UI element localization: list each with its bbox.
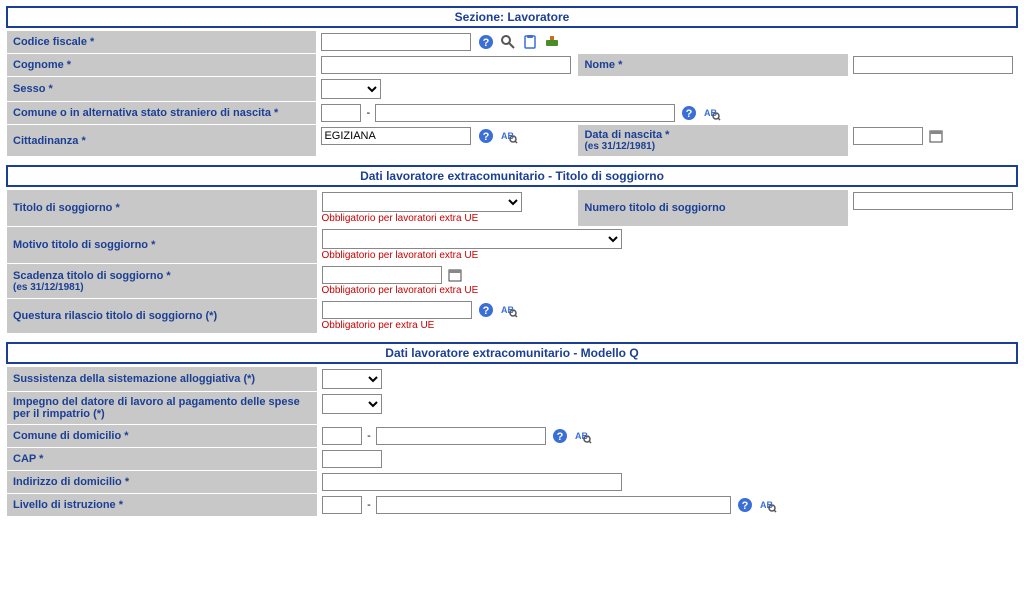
titolo-table: Titolo di soggiorno * Obbligatorio per l… [6, 189, 1018, 334]
label-scadenza-titolo: Scadenza titolo di soggiorno * (es 31/12… [7, 264, 317, 298]
separator: - [367, 499, 371, 511]
cap-input[interactable] [322, 450, 382, 468]
modq-table: Sussistenza della sistemazione alloggiat… [6, 366, 1018, 517]
section-header-titolo: Dati lavoratore extracomunitario - Titol… [6, 165, 1018, 187]
label-motivo-titolo: Motivo titolo di soggiorno * [7, 227, 317, 263]
abc-lookup-icon[interactable]: AB [574, 428, 592, 444]
help-icon[interactable]: ? [552, 428, 568, 444]
label-scadenza-text: Scadenza titolo di soggiorno * [13, 270, 171, 282]
svg-text:?: ? [482, 131, 489, 143]
label-cognome: Cognome * [7, 54, 316, 76]
label-numero-titolo: Numero titolo di soggiorno [578, 190, 848, 226]
separator: - [367, 430, 371, 442]
comune-nascita-desc-input[interactable] [375, 104, 675, 122]
abc-lookup-icon[interactable]: AB [759, 497, 777, 513]
label-sesso: Sesso * [7, 77, 316, 101]
svg-text:?: ? [556, 431, 563, 443]
hint-scadenza: Obbligatorio per lavoratori extra UE [322, 285, 1014, 296]
section-header-lavoratore: Sezione: Lavoratore [6, 6, 1018, 28]
help-icon[interactable]: ? [737, 497, 753, 513]
sesso-select[interactable] [321, 79, 381, 99]
help-icon[interactable]: ? [478, 34, 494, 50]
label-titolo-soggiorno: Titolo di soggiorno * [7, 190, 317, 226]
scadenza-titolo-input[interactable] [322, 266, 442, 284]
calendar-icon[interactable] [929, 129, 943, 143]
clipboard-icon[interactable] [522, 34, 538, 50]
numero-titolo-input[interactable] [853, 192, 1013, 210]
sussistenza-select[interactable] [322, 369, 382, 389]
lavoratore-table: Codice fiscale * ? Cognome * Nome * Sess… [6, 30, 1018, 157]
abc-lookup-icon[interactable]: AB [500, 128, 518, 144]
label-data-nascita-text: Data di nascita * [584, 129, 669, 141]
separator: - [367, 107, 371, 119]
calendar-icon[interactable] [448, 268, 462, 282]
hint-motivo: Obbligatorio per lavoratori extra UE [322, 250, 1014, 261]
label-codice-fiscale: Codice fiscale * [7, 31, 316, 53]
help-icon[interactable]: ? [478, 302, 494, 318]
svg-text:?: ? [482, 305, 489, 317]
impegno-select[interactable] [322, 394, 382, 414]
livello-desc-input[interactable] [376, 496, 731, 514]
label-sussistenza: Sussistenza della sistemazione alloggiat… [7, 367, 317, 391]
svg-text:?: ? [686, 108, 693, 120]
label-comune-nascita: Comune o in alternativa stato straniero … [7, 102, 316, 124]
codice-fiscale-input[interactable] [321, 33, 471, 51]
label-scadenza-sub: (es 31/12/1981) [13, 282, 311, 293]
titolo-soggiorno-select[interactable] [322, 192, 522, 212]
label-cittadinanza: Cittadinanza * [7, 125, 316, 156]
motivo-titolo-select[interactable] [322, 229, 622, 249]
label-nome: Nome * [578, 54, 848, 76]
label-data-nascita: Data di nascita * (es 31/12/1981) [578, 125, 848, 156]
abc-lookup-icon[interactable]: AB [703, 105, 721, 121]
label-cap: CAP * [7, 448, 317, 470]
tool-icon[interactable] [544, 34, 560, 50]
indirizzo-input[interactable] [322, 473, 622, 491]
comune-dom-code-input[interactable] [322, 427, 362, 445]
abc-lookup-icon[interactable]: AB [500, 302, 518, 318]
svg-text:?: ? [482, 37, 489, 49]
label-questura: Questura rilascio titolo di soggiorno (*… [7, 299, 317, 333]
label-comune-domicilio: Comune di domicilio * [7, 425, 317, 447]
section-header-modq: Dati lavoratore extracomunitario - Model… [6, 342, 1018, 364]
label-livello: Livello di istruzione * [7, 494, 317, 516]
hint-questura: Obbligatorio per extra UE [322, 320, 1014, 331]
livello-code-input[interactable] [322, 496, 362, 514]
help-icon[interactable]: ? [681, 105, 697, 121]
help-icon[interactable]: ? [478, 128, 494, 144]
hint-titolo: Obbligatorio per lavoratori extra UE [322, 213, 574, 224]
label-impegno: Impegno del datore di lavoro al pagament… [7, 392, 317, 424]
cognome-input[interactable] [321, 56, 571, 74]
comune-dom-desc-input[interactable] [376, 427, 546, 445]
label-data-nascita-sub: (es 31/12/1981) [584, 141, 842, 152]
nome-input[interactable] [853, 56, 1013, 74]
questura-input[interactable] [322, 301, 472, 319]
label-indirizzo: Indirizzo di domicilio * [7, 471, 317, 493]
data-nascita-input[interactable] [853, 127, 923, 145]
comune-nascita-code-input[interactable] [321, 104, 361, 122]
cittadinanza-input[interactable] [321, 127, 471, 145]
svg-text:?: ? [741, 500, 748, 512]
search-icon[interactable] [500, 34, 516, 50]
